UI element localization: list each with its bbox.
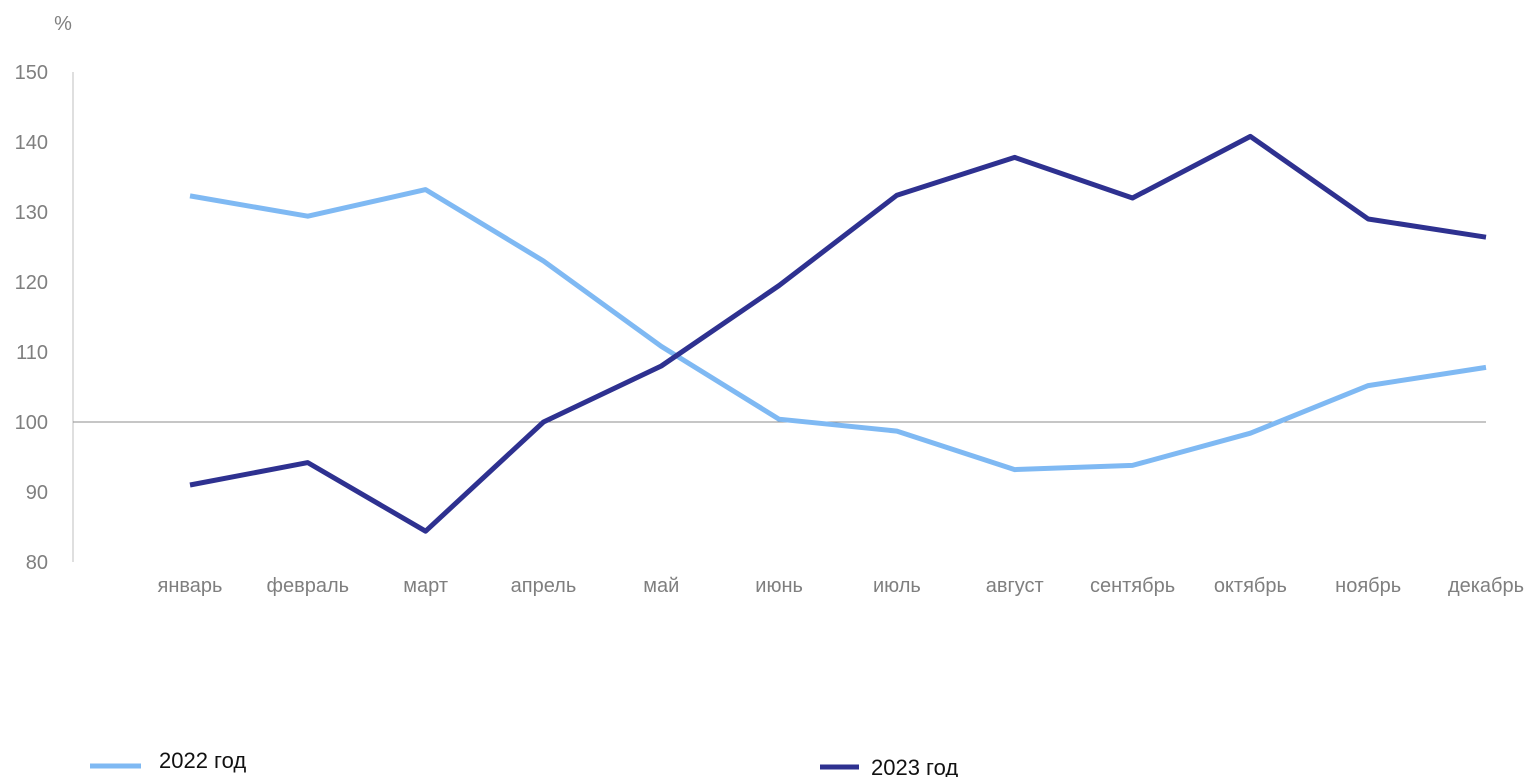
y-tick-label: 140 bbox=[15, 132, 48, 154]
y-tick-label: 110 bbox=[16, 342, 48, 364]
x-tick-label: июль bbox=[873, 575, 921, 597]
legend-label: 2022 год bbox=[159, 748, 246, 773]
x-tick-label: ноябрь bbox=[1335, 575, 1401, 597]
x-tick-label: февраль bbox=[267, 575, 350, 597]
y-tick-label: 90 bbox=[26, 482, 48, 504]
x-tick-label: июнь bbox=[755, 575, 803, 597]
legend-label: 2023 год bbox=[871, 755, 958, 777]
y-axis: 80 90 100 110 120 130 140 150 bbox=[15, 62, 1486, 574]
y-tick-label: 150 bbox=[15, 62, 48, 84]
series-layer bbox=[189, 133, 1487, 534]
x-tick-label: март bbox=[403, 575, 448, 597]
series-line-2022 bbox=[189, 187, 1487, 473]
y-axis-unit-label: % bbox=[54, 13, 72, 35]
x-tick-label: апрель bbox=[511, 575, 577, 597]
x-tick-label: октябрь bbox=[1214, 575, 1287, 597]
y-tick-label: 130 bbox=[15, 202, 48, 224]
legend: 2022 год 2023 год bbox=[90, 748, 958, 777]
x-tick-label: январь bbox=[158, 575, 223, 597]
y-tick-label: 80 bbox=[26, 552, 48, 574]
y-tick-label: 120 bbox=[15, 272, 48, 294]
y-tick-label: 100 bbox=[15, 412, 48, 434]
x-tick-label: сентябрь bbox=[1090, 575, 1175, 597]
x-axis: январь февраль март апрель май июнь июль август… bbox=[158, 575, 1525, 597]
series-line-2023 bbox=[189, 133, 1487, 534]
x-tick-label: август bbox=[986, 575, 1044, 597]
x-tick-label: май bbox=[643, 575, 679, 597]
x-tick-label: декабрь bbox=[1448, 575, 1524, 597]
